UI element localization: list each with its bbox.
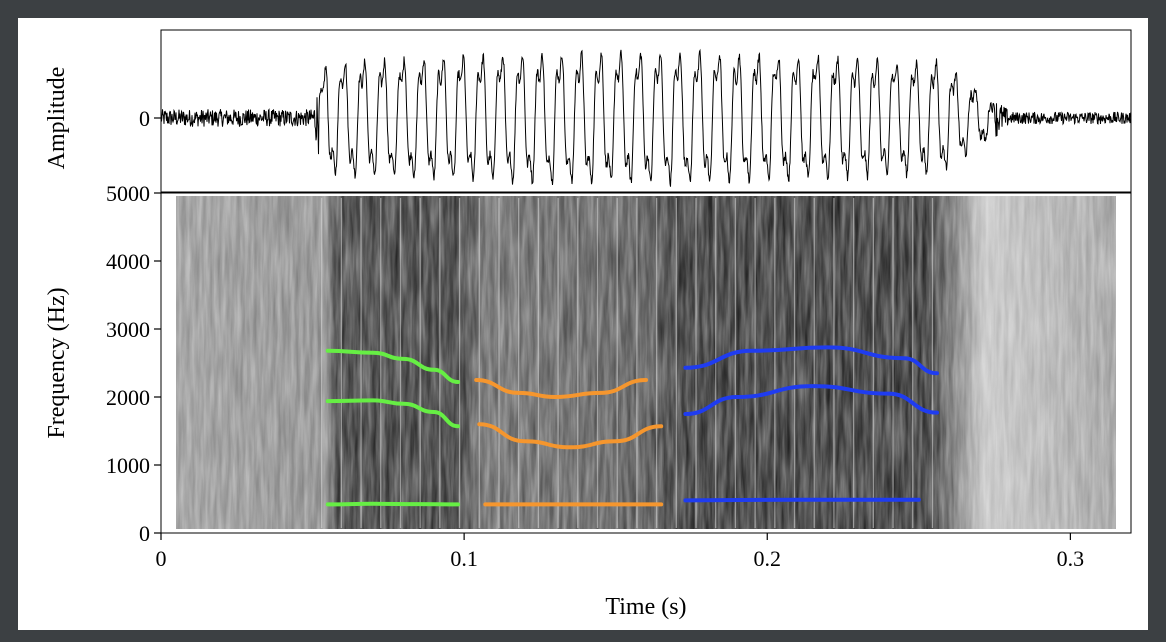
formant-track-2 xyxy=(325,398,461,429)
time-axis-label: Time (s) xyxy=(605,594,686,620)
frequency-tick-label: 1000 xyxy=(106,453,150,478)
glottal-striations xyxy=(321,198,934,528)
frequency-tick-label: 3000 xyxy=(106,317,150,342)
time-ticks: 0 0.1 0.2 0.3 xyxy=(156,533,1085,571)
frequency-axis-label: Frequency (Hz) xyxy=(44,287,70,438)
frequency-ticks: 0 1000 2000 3000 4000 5000 xyxy=(106,181,161,546)
spectrogram-panel: 0 1000 2000 3000 4000 5000 0 0.1 0.2 0.3 Frequen… xyxy=(44,181,1132,620)
formant-track-6 xyxy=(474,378,648,400)
waveform-trace xyxy=(160,48,1132,187)
formant-track-3 xyxy=(325,348,461,384)
amplitude-axis-label: Amplitude xyxy=(44,67,70,170)
formant-track-5 xyxy=(477,422,664,450)
time-tick-label: 0 xyxy=(156,546,167,571)
formant-track-1 xyxy=(325,501,461,507)
waveform-panel: 0 Amplitude xyxy=(44,29,1132,193)
frequency-tick-label: 2000 xyxy=(106,385,150,410)
frequency-tick-label: 5000 xyxy=(106,181,150,206)
formant-track-8 xyxy=(683,384,939,416)
spectrogram-texture xyxy=(176,196,1116,529)
time-tick-label: 0.3 xyxy=(1057,546,1085,571)
chart-svg: 0 Amplitude 0 1000 2000 3000 4000 5000 0 0.1 0.… xyxy=(44,29,1132,620)
frequency-tick-label: 4000 xyxy=(106,249,150,274)
formant-track-7 xyxy=(683,497,921,503)
time-tick-label: 0.2 xyxy=(754,546,782,571)
amplitude-tick-label: 0 xyxy=(139,106,150,131)
formant-track-9 xyxy=(683,345,939,376)
time-tick-label: 0.1 xyxy=(450,546,478,571)
figure-frame: 0 Amplitude 0 1000 2000 3000 4000 5000 0 0.1 0.… xyxy=(18,18,1148,630)
formant-tracks xyxy=(325,345,939,507)
frequency-tick-label: 0 xyxy=(139,521,150,546)
